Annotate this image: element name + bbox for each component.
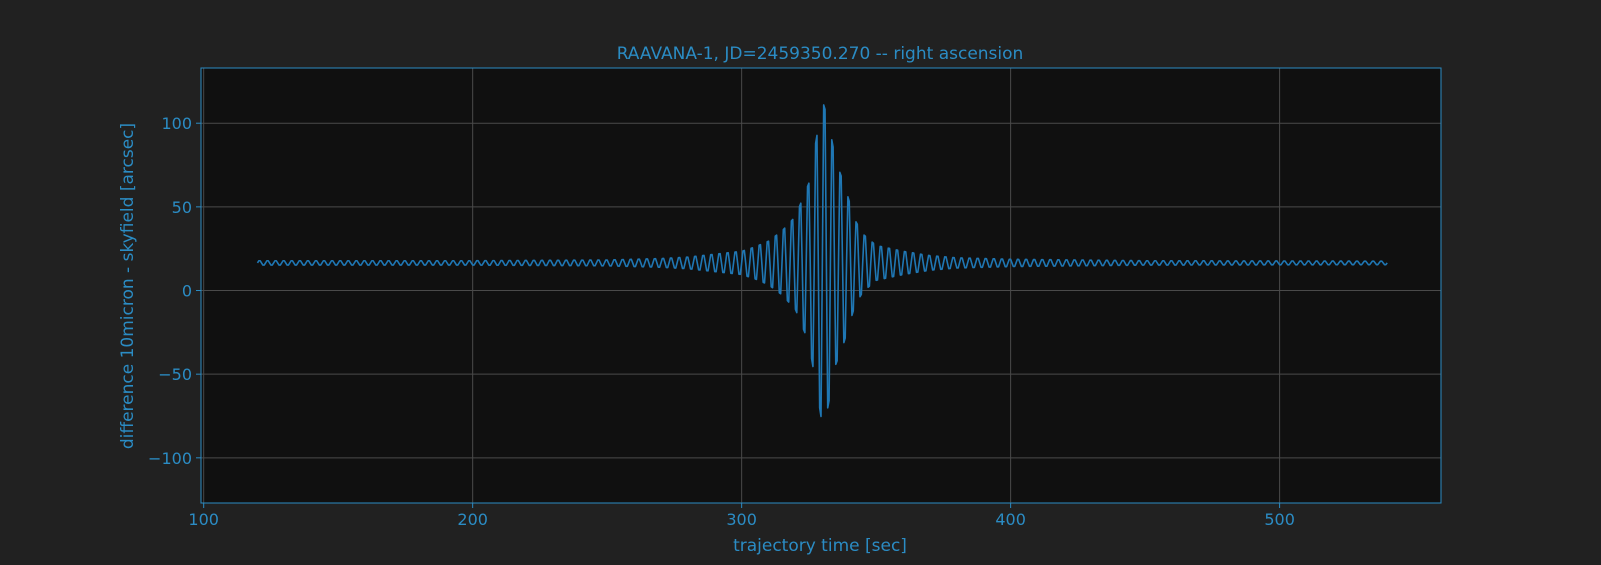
plot-frame	[200, 67, 1442, 504]
x-tick-label: 300	[726, 510, 757, 529]
series-layer	[256, 104, 1388, 418]
y-tick-label: 0	[182, 282, 192, 301]
x-tick-label: 100	[188, 510, 219, 529]
x-tick-label: 200	[457, 510, 488, 529]
x-tick-label: 500	[1264, 510, 1295, 529]
series-line	[256, 104, 1388, 418]
plot-area	[201, 68, 1441, 503]
y-tick-label: −100	[148, 449, 192, 468]
x-axis-label: trajectory time [sec]	[733, 536, 907, 556]
x-axis-ticks: 100 200 300 400 500	[188, 503, 1295, 529]
chart-title: RAAVANA-1, JD=2459350.270 -- right ascen…	[617, 44, 1024, 64]
grid	[201, 68, 1441, 503]
x-tick-label: 400	[995, 510, 1026, 529]
y-tick-label: 50	[172, 198, 192, 217]
y-tick-label: 100	[161, 114, 192, 133]
y-axis-ticks: 100 50 0 −50 −100	[148, 114, 201, 468]
y-tick-label: −50	[158, 365, 192, 384]
y-axis-label: difference 10micron - skyfield [arcsec]	[118, 123, 138, 449]
